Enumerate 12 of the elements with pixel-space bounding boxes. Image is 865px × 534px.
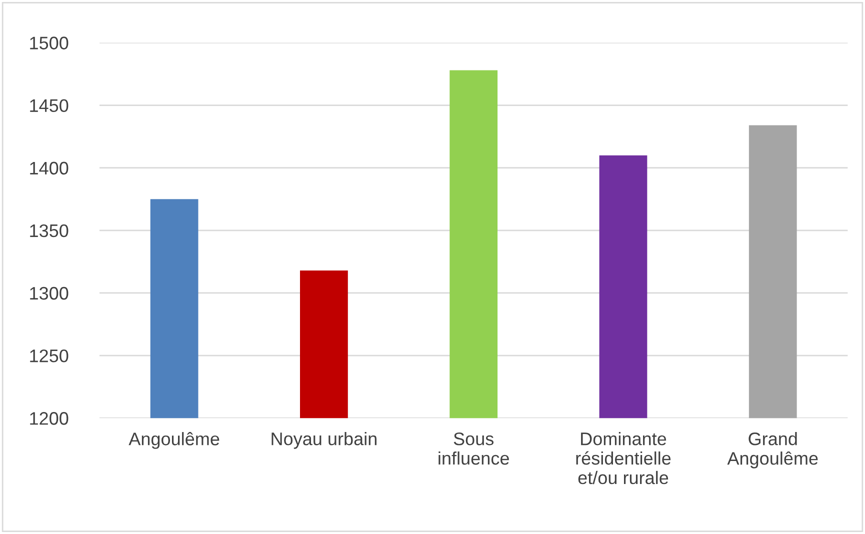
y-tick-label: 1450 (30, 99, 68, 112)
x-tick-label: Dominante résidentielle et/ou rurale (576, 432, 671, 484)
y-tick-label: 1500 (30, 36, 68, 50)
x-tick-label: Grand Angoulême (727, 432, 818, 468)
y-tick-label: 1200 (30, 412, 68, 425)
x-tick-label: Angoulême (128, 432, 220, 449)
x-tick-label: Sous influence (438, 432, 509, 465)
x-tick-label: Noyau urbain (272, 432, 376, 449)
y-tick-label: 1300 (30, 286, 68, 300)
y-tick-label: 1350 (30, 224, 68, 238)
y-tick-label: 1400 (30, 162, 68, 175)
y-tick-label: 1250 (30, 349, 68, 362)
